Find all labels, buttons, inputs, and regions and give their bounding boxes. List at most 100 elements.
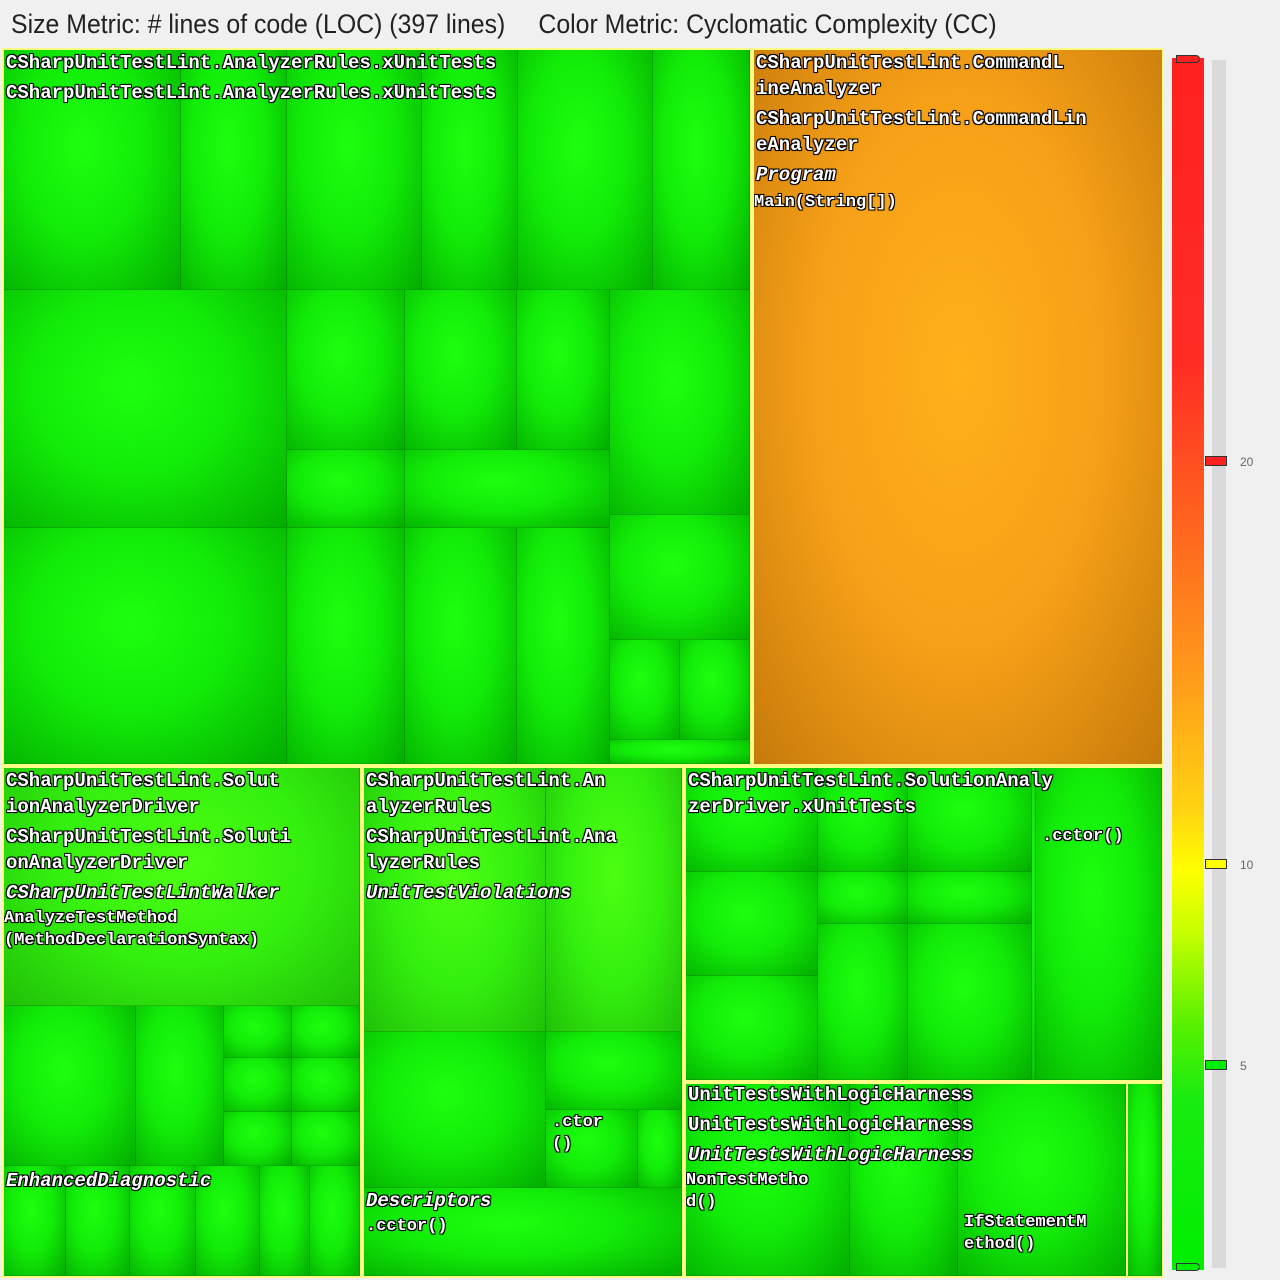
- min-range-handle[interactable]: [1176, 1263, 1200, 1271]
- region-analyzerrules-xunittests[interactable]: CSharpUnitTestLint.AnalyzerRules.xUnitTe…: [2, 48, 752, 766]
- size-metric-label: Size Metric: # lines of code (LOC) (397 …: [11, 8, 506, 39]
- tile[interactable]: [364, 768, 546, 1032]
- assembly-label: CSharpUnitTestLint.Soluti onAnalyzerDriv…: [6, 826, 292, 874]
- tile[interactable]: [292, 1058, 360, 1112]
- region-commandlineanalyzer[interactable]: CSharpUnitTestLint.CommandL ineAnalyzer …: [752, 48, 1164, 766]
- tile[interactable]: [610, 740, 750, 764]
- namespace-label: CSharpUnitTestLint.An alyzerRules: [366, 770, 606, 818]
- tile[interactable]: [292, 1006, 360, 1058]
- tile[interactable]: [546, 1032, 682, 1110]
- tile[interactable]: [850, 1084, 958, 1276]
- tile[interactable]: [653, 50, 750, 290]
- class-label: UnitTestsWithLogicHarness: [688, 1144, 974, 1166]
- tile-ctor[interactable]: [546, 1110, 638, 1188]
- tile[interactable]: [292, 1112, 360, 1166]
- tile[interactable]: [908, 872, 1032, 924]
- namespace-label: CSharpUnitTestLint.CommandL ineAnalyzer: [756, 52, 1064, 100]
- tile[interactable]: [638, 1110, 682, 1188]
- region-unittestswithlogicharness[interactable]: UnitTestsWithLogicHarness UnitTestsWithL…: [684, 1082, 1164, 1278]
- region-solutionanalyzerdriver[interactable]: CSharpUnitTestLint.Solut ionAnalyzerDriv…: [2, 766, 362, 1278]
- class-label-2: EnhancedDiagnostic: [6, 1170, 212, 1192]
- class-label: Program: [756, 164, 836, 186]
- tile[interactable]: [686, 976, 818, 1080]
- tile[interactable]: [686, 768, 818, 872]
- color-scale-bar: [1172, 58, 1204, 1270]
- region-solutionanalyzerdriver-xunittests[interactable]: CSharpUnitTestLint.SolutionAnaly zerDriv…: [684, 766, 1164, 1082]
- tile[interactable]: [610, 290, 750, 515]
- tile[interactable]: [818, 872, 908, 924]
- metrics-header: Size Metric: # lines of code (LOC) (397 …: [0, 0, 1178, 48]
- tile[interactable]: [405, 528, 517, 764]
- method-label-2: IfStatementM ethod(): [964, 1213, 1087, 1254]
- assembly-label: UnitTestsWithLogicHarness: [688, 1114, 974, 1136]
- tile[interactable]: [818, 768, 908, 872]
- tile-main[interactable]: [754, 50, 1162, 764]
- tick-label-20: 20: [1240, 455, 1254, 469]
- tile[interactable]: [422, 50, 518, 290]
- tile[interactable]: [908, 924, 1032, 1080]
- tile[interactable]: [1032, 768, 1036, 1080]
- tile[interactable]: [287, 528, 405, 764]
- tile[interactable]: [405, 290, 517, 450]
- tile[interactable]: [364, 1032, 546, 1188]
- tile[interactable]: [546, 768, 682, 1032]
- tile[interactable]: [610, 640, 680, 740]
- assembly-label: CSharpUnitTestLint.CommandLin eAnalyzer: [756, 108, 1087, 156]
- tile[interactable]: [224, 1058, 292, 1112]
- class-label-2: Descriptors: [366, 1190, 492, 1212]
- tile[interactable]: [130, 1166, 196, 1276]
- tile-ifstatementmethod[interactable]: [958, 1084, 1126, 1276]
- tile[interactable]: [260, 1166, 310, 1276]
- tile[interactable]: [4, 290, 287, 528]
- tile-cctor[interactable]: [1036, 768, 1162, 1080]
- scale-slider-track[interactable]: [1212, 60, 1226, 1268]
- tile[interactable]: [610, 515, 750, 640]
- tile[interactable]: [518, 50, 653, 290]
- tile[interactable]: [66, 1166, 130, 1276]
- tile[interactable]: [686, 872, 818, 976]
- tick-label-5: 5: [1240, 1059, 1247, 1073]
- method-label: .ctor (): [552, 1113, 604, 1154]
- class-label: CSharpUnitTestLintWalker: [6, 882, 280, 904]
- treemap[interactable]: CSharpUnitTestLint.AnalyzerRules.xUnitTe…: [2, 48, 1164, 1278]
- tile[interactable]: [287, 290, 405, 450]
- method-label: .cctor(): [1042, 827, 1124, 846]
- tile[interactable]: [196, 1166, 260, 1276]
- class-label: CSharpUnitTestLint.AnalyzerRules.xUnitTe…: [6, 82, 497, 104]
- method-label: Main(String[]): [754, 193, 897, 212]
- tile-cctor[interactable]: [364, 1188, 682, 1276]
- tile[interactable]: [224, 1112, 292, 1166]
- namespace-label: UnitTestsWithLogicHarness: [688, 1084, 974, 1106]
- tile[interactable]: [908, 768, 1032, 872]
- tile[interactable]: [405, 450, 610, 528]
- tile[interactable]: [818, 924, 908, 1080]
- tile[interactable]: [287, 450, 405, 528]
- tile[interactable]: [517, 290, 610, 450]
- tile[interactable]: [181, 50, 287, 290]
- color-metric-label: Color Metric: Cyclomatic Complexity (CC): [538, 8, 997, 39]
- tile-nontestmethod[interactable]: [686, 1084, 850, 1276]
- namespace-label: CSharpUnitTestLint.SolutionAnaly zerDriv…: [688, 770, 1053, 818]
- tile[interactable]: [4, 1166, 66, 1276]
- region-analyzerrules[interactable]: CSharpUnitTestLint.An alyzerRules CSharp…: [362, 766, 684, 1278]
- tile[interactable]: [287, 50, 422, 290]
- method-label: NonTestMetho d(): [686, 1171, 809, 1212]
- tile[interactable]: [1126, 1084, 1162, 1276]
- tile[interactable]: [4, 1006, 136, 1166]
- tile[interactable]: [224, 1006, 292, 1058]
- marker-high[interactable]: [1205, 456, 1227, 466]
- tile[interactable]: [4, 528, 287, 764]
- marker-mid[interactable]: [1205, 859, 1227, 869]
- tile[interactable]: [136, 1006, 224, 1166]
- tile[interactable]: [680, 640, 750, 740]
- method-label: AnalyzeTestMethod (MethodDeclarationSynt…: [4, 909, 260, 950]
- tile[interactable]: [310, 1166, 360, 1276]
- tick-label-10: 10: [1240, 858, 1254, 872]
- max-range-handle[interactable]: [1176, 55, 1200, 63]
- assembly-label: CSharpUnitTestLint.Ana lyzerRules: [366, 826, 617, 874]
- tile-analyzetestmethod[interactable]: [4, 768, 360, 1006]
- marker-low[interactable]: [1205, 1060, 1227, 1070]
- method-label-2: .cctor(): [366, 1217, 448, 1236]
- tile[interactable]: [517, 528, 610, 764]
- tile[interactable]: [4, 50, 181, 290]
